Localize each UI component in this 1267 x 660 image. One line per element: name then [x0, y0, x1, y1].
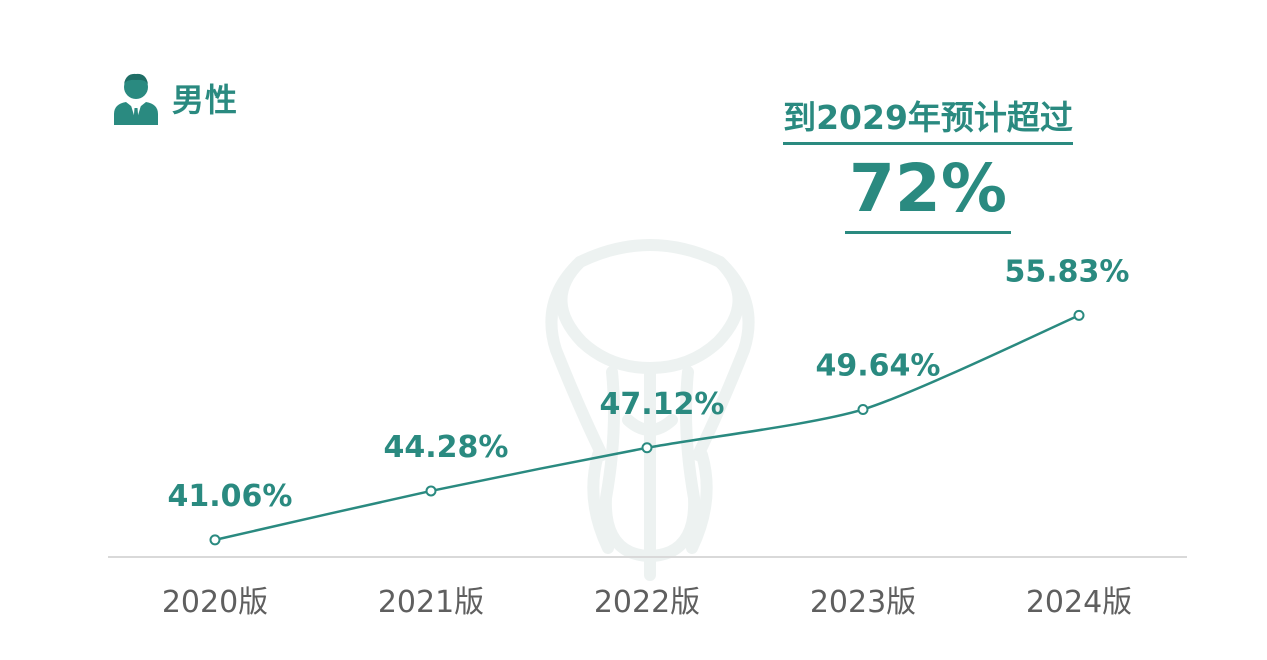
x-tick-label-2: 2022版 [594, 585, 700, 620]
data-point-3 [857, 403, 869, 415]
x-tick-label-3: 2023版 [810, 585, 916, 620]
data-label-1: 44.28% [384, 430, 509, 465]
data-point-1 [425, 485, 437, 497]
data-point-4 [1073, 309, 1085, 321]
forecast-value: 72% [845, 151, 1011, 234]
data-label-0: 41.06% [168, 479, 293, 514]
chart-header: 男性 [112, 70, 238, 126]
data-label-3: 49.64% [816, 348, 941, 383]
data-label-4: 55.83% [1005, 254, 1130, 289]
forecast-callout: 到2029年预计超过 72% [740, 96, 1116, 234]
forecast-text: 到2029年预计超过 [783, 96, 1073, 145]
data-point-0 [209, 534, 221, 546]
x-tick-label-1: 2021版 [378, 585, 484, 620]
data-label-2: 47.12% [600, 387, 725, 422]
x-tick-label-0: 2020版 [162, 585, 268, 620]
x-tick-label-4: 2024版 [1026, 585, 1132, 620]
data-point-2 [641, 442, 653, 454]
chart-title: 男性 [172, 81, 239, 119]
person-suit-icon [114, 73, 158, 125]
